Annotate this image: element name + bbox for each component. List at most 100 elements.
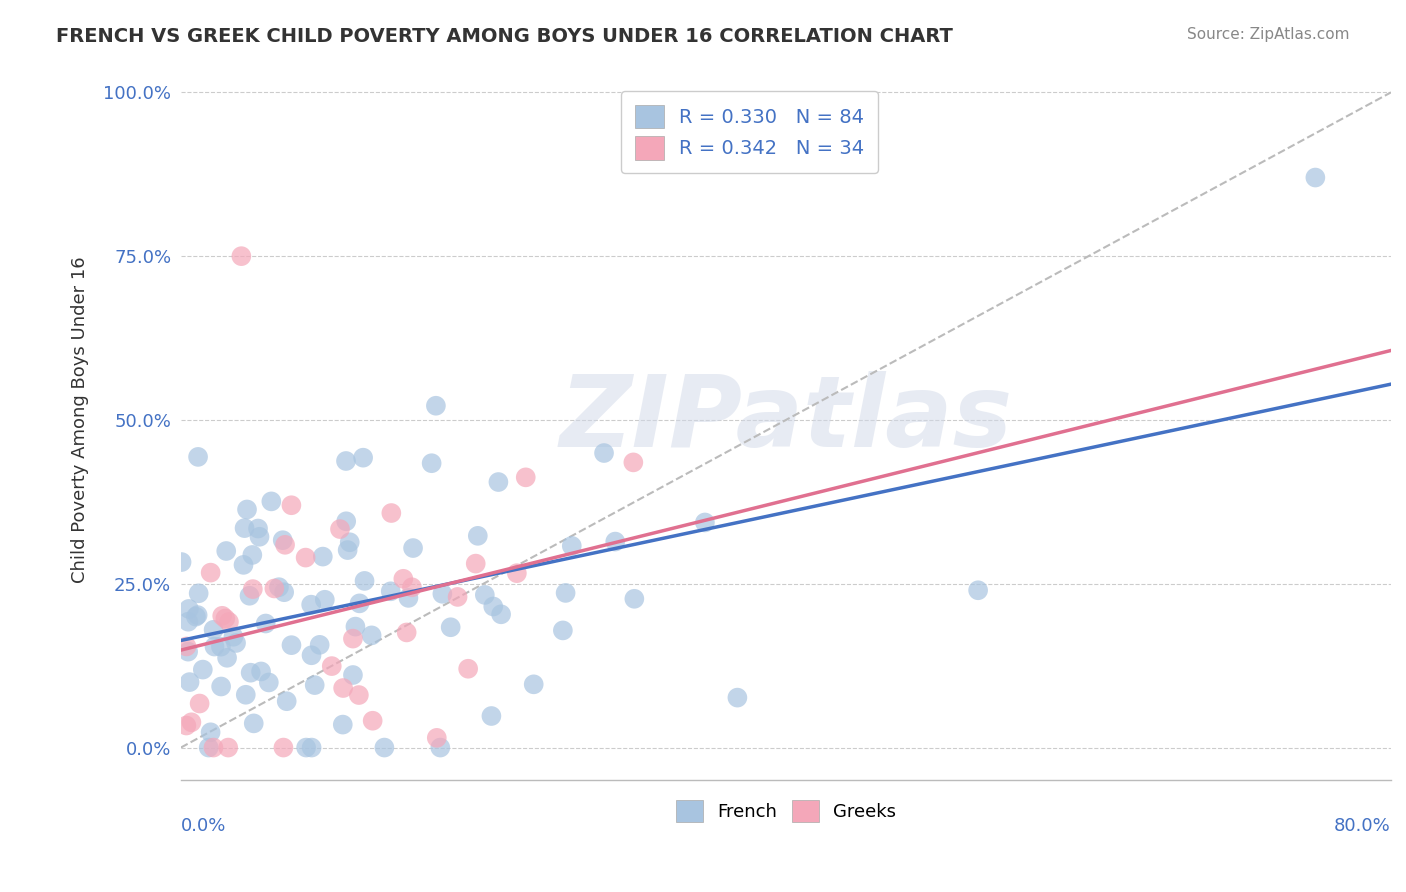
Point: [332, 717, 354, 731]
Point: [464, 557, 486, 571]
Point: [593, 446, 616, 460]
Point: [299, 598, 322, 612]
Point: [209, 640, 232, 654]
Point: [349, 596, 371, 610]
Point: [373, 740, 395, 755]
Point: [176, 718, 198, 732]
Point: [184, 609, 207, 624]
Point: [725, 690, 748, 705]
Point: [197, 740, 219, 755]
Point: [329, 522, 352, 536]
Point: [605, 534, 627, 549]
Point: [295, 740, 318, 755]
Point: [312, 549, 335, 564]
Point: [211, 608, 233, 623]
Point: [187, 450, 209, 464]
Point: [294, 550, 316, 565]
Point: [361, 714, 384, 728]
Point: [233, 521, 256, 535]
Point: [263, 582, 285, 596]
Point: [352, 450, 374, 465]
Point: [276, 694, 298, 708]
Point: [621, 455, 644, 469]
Point: [242, 582, 264, 596]
Point: [420, 456, 443, 470]
Point: [967, 583, 990, 598]
Point: [202, 623, 225, 637]
Point: [250, 665, 273, 679]
Point: [332, 681, 354, 695]
Point: [432, 587, 454, 601]
Point: [179, 675, 201, 690]
Point: [489, 607, 512, 622]
Point: [335, 454, 357, 468]
Point: [235, 688, 257, 702]
Point: [402, 541, 425, 555]
Point: [231, 249, 253, 263]
Point: [274, 538, 297, 552]
Point: [481, 709, 503, 723]
Point: [215, 544, 238, 558]
Point: [177, 645, 200, 659]
Point: [240, 548, 263, 562]
Point: [187, 608, 209, 623]
Point: [188, 697, 211, 711]
Point: [217, 740, 239, 755]
Point: [425, 399, 447, 413]
Point: [301, 740, 323, 755]
Point: [440, 620, 463, 634]
Text: 80.0%: 80.0%: [1334, 817, 1391, 835]
Point: [249, 530, 271, 544]
Point: [336, 543, 359, 558]
Point: [506, 566, 529, 581]
Point: [176, 640, 198, 654]
Point: [191, 663, 214, 677]
Point: [260, 494, 283, 508]
Point: [200, 725, 222, 739]
Point: [429, 740, 451, 755]
Point: [242, 716, 264, 731]
Point: [180, 715, 202, 730]
Point: [401, 580, 423, 594]
Point: [467, 529, 489, 543]
Point: [342, 668, 364, 682]
Point: [247, 522, 270, 536]
Text: ZIPatlas: ZIPatlas: [560, 371, 1012, 468]
Point: [693, 516, 716, 530]
Legend: French, Greeks: French, Greeks: [668, 792, 903, 829]
Point: [380, 584, 402, 599]
Point: [177, 602, 200, 616]
Point: [360, 628, 382, 642]
Point: [232, 558, 254, 572]
Point: [380, 506, 402, 520]
Point: [204, 640, 226, 654]
Point: [396, 591, 419, 605]
Point: [335, 514, 357, 528]
Point: [301, 648, 323, 663]
Point: [218, 615, 240, 629]
Point: [347, 688, 370, 702]
Point: [239, 665, 262, 680]
Point: [280, 638, 302, 652]
Point: [225, 636, 247, 650]
Text: 0.0%: 0.0%: [181, 817, 226, 835]
Point: [457, 662, 479, 676]
Y-axis label: Child Poverty Among Boys Under 16: Child Poverty Among Boys Under 16: [72, 257, 89, 583]
Point: [257, 675, 280, 690]
Point: [482, 599, 505, 614]
Point: [273, 585, 295, 599]
Point: [254, 616, 277, 631]
Point: [353, 574, 375, 588]
Point: [236, 502, 259, 516]
Text: FRENCH VS GREEK CHILD POVERTY AMONG BOYS UNDER 16 CORRELATION CHART: FRENCH VS GREEK CHILD POVERTY AMONG BOYS…: [56, 27, 953, 45]
Point: [426, 731, 449, 745]
Point: [486, 475, 509, 489]
Point: [202, 740, 225, 755]
Point: [342, 632, 364, 646]
Point: [280, 498, 302, 512]
Point: [200, 566, 222, 580]
Point: [238, 589, 260, 603]
Point: [551, 624, 574, 638]
Point: [209, 680, 232, 694]
Point: [561, 539, 583, 553]
